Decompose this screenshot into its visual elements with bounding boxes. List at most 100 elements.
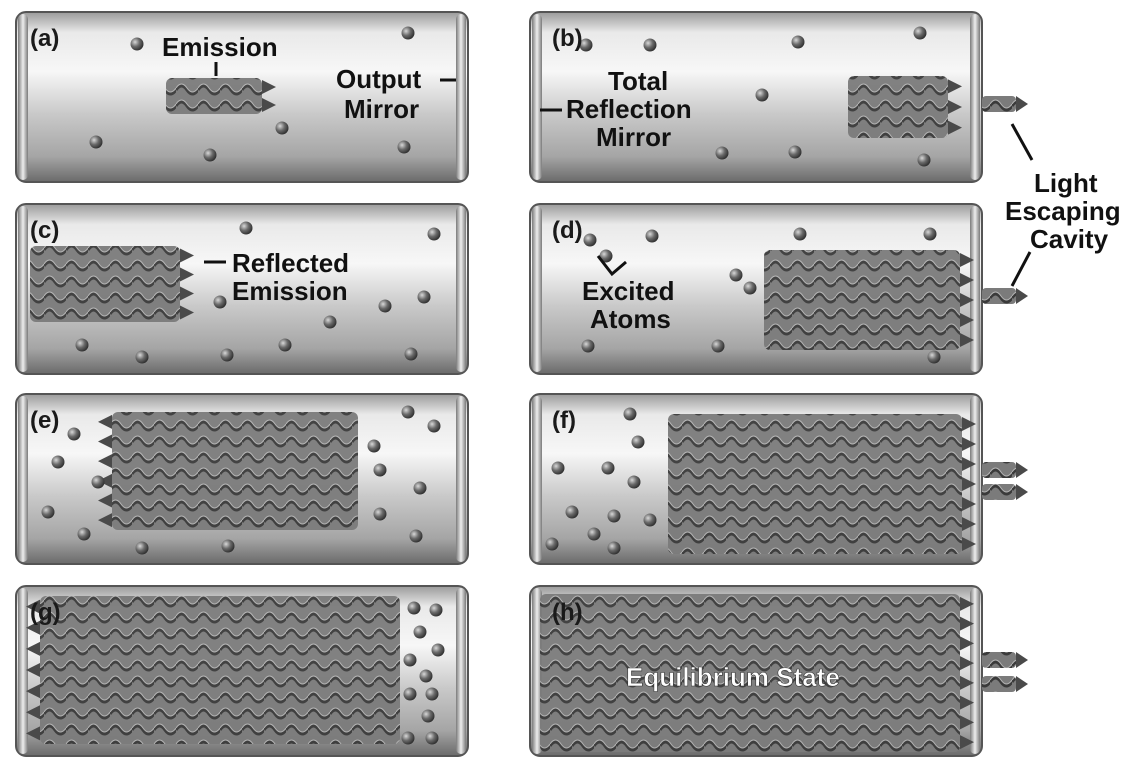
excited-atom — [587, 527, 601, 541]
light-escaping-pointer-lower — [1010, 251, 1032, 287]
wave-arrowhead — [1016, 96, 1028, 112]
excited-atom — [221, 539, 235, 553]
excited-atom — [793, 227, 807, 241]
excited-atom — [427, 227, 441, 241]
excited-atom — [130, 37, 144, 51]
excited-atoms-label-line2: Atoms — [590, 304, 671, 334]
wave-arrowhead — [948, 79, 962, 94]
wave-arrowhead — [98, 493, 112, 508]
emission-wave-band — [668, 414, 962, 554]
excited-atom — [378, 299, 392, 313]
wave-arrowhead — [960, 273, 974, 287]
total-reflection-label-line2: Reflection — [566, 94, 692, 124]
escaping-light-beam — [982, 96, 1016, 112]
panel-label-d: (d) — [552, 217, 583, 244]
excited-atom — [623, 407, 637, 421]
excited-atom — [51, 455, 65, 469]
excited-atom — [715, 146, 729, 160]
excited-atom — [551, 461, 565, 475]
excited-atom — [91, 475, 105, 489]
excited-atom — [599, 249, 613, 263]
emission-wave-band — [848, 76, 948, 138]
excited-atom — [917, 153, 931, 167]
excited-atom — [367, 439, 381, 453]
excited-atom — [545, 537, 559, 551]
excited-atom — [927, 350, 941, 364]
wave-arrowhead — [26, 599, 40, 614]
excited-atom — [427, 419, 441, 433]
excited-atom — [220, 348, 234, 362]
excited-atom — [643, 513, 657, 527]
excited-atom — [403, 653, 417, 667]
wave-arrowhead — [948, 120, 962, 135]
wave-arrowhead — [26, 663, 40, 677]
escaping-light-beam — [982, 484, 1016, 500]
excited-atoms-label-line1: Excited — [582, 276, 675, 306]
emission-wave-band — [112, 412, 358, 530]
laser-tube-f — [529, 393, 1028, 565]
wave-arrowhead — [960, 636, 974, 651]
light-escaping-label-line2: Escaping — [1005, 196, 1121, 226]
excited-atom — [643, 38, 657, 52]
laser-tube-d — [529, 203, 1028, 375]
wave-arrowhead — [962, 537, 976, 551]
excited-atom — [67, 427, 81, 441]
wave-arrowhead — [26, 620, 40, 635]
emission-wave-band — [540, 594, 960, 752]
escaping-light-beam — [982, 676, 1016, 692]
wave-arrowhead — [98, 414, 112, 429]
excited-atom — [581, 339, 595, 353]
excited-atom — [413, 625, 427, 639]
excited-atom — [373, 507, 387, 521]
excited-atom — [401, 731, 415, 745]
output-mirror-label-line2: Mirror — [344, 94, 419, 124]
wave-arrowhead — [962, 497, 976, 511]
laser-tube-e — [15, 393, 469, 565]
mirror-left — [532, 14, 542, 180]
excited-atom — [425, 687, 439, 701]
excited-atom — [373, 463, 387, 477]
wave-arrowhead — [180, 286, 194, 301]
excited-atom — [729, 268, 743, 282]
escaping-light-beam — [982, 288, 1016, 304]
excited-atom — [913, 26, 927, 40]
wave-arrowhead — [180, 267, 194, 282]
excited-atom — [213, 295, 227, 309]
wave-arrowhead — [26, 684, 40, 699]
excited-atom — [41, 505, 55, 519]
laser-tube-h — [529, 585, 1028, 757]
mirror-left — [18, 396, 28, 562]
mirror-right — [970, 206, 980, 372]
wave-arrowhead — [960, 656, 974, 671]
wave-arrowhead — [960, 253, 974, 267]
excited-atom — [419, 669, 433, 683]
wave-arrowhead — [1016, 652, 1028, 668]
excited-atom — [565, 505, 579, 519]
light-escaping-label-line3: Cavity — [1030, 224, 1109, 254]
wave-arrowhead — [962, 477, 976, 491]
excited-atom — [417, 290, 431, 304]
excited-atom — [413, 481, 427, 495]
wave-arrowhead — [26, 726, 40, 741]
mirror-right — [456, 206, 466, 372]
panel-label-g: (g) — [30, 599, 61, 626]
excited-atom — [645, 229, 659, 243]
mirror-left — [532, 206, 542, 372]
wave-arrowhead — [180, 305, 194, 320]
excited-atom — [409, 529, 423, 543]
excited-atom — [275, 121, 289, 135]
excited-atom — [755, 88, 769, 102]
reflected-emission-label-line2: Emission — [232, 276, 348, 306]
mirror-right — [970, 14, 980, 180]
escaping-light-beam — [982, 652, 1016, 668]
wave-arrowhead — [98, 513, 112, 528]
mirror-right — [456, 396, 466, 562]
wave-arrowhead — [960, 675, 974, 690]
excited-atom — [627, 475, 641, 489]
mirror-right — [456, 14, 466, 180]
output-mirror-label-line1: Output — [336, 64, 422, 94]
emission-wave-band — [166, 78, 262, 114]
reflected-emission-label-line1: Reflected — [232, 248, 349, 278]
excited-atom — [89, 135, 103, 149]
excited-atom — [278, 338, 292, 352]
